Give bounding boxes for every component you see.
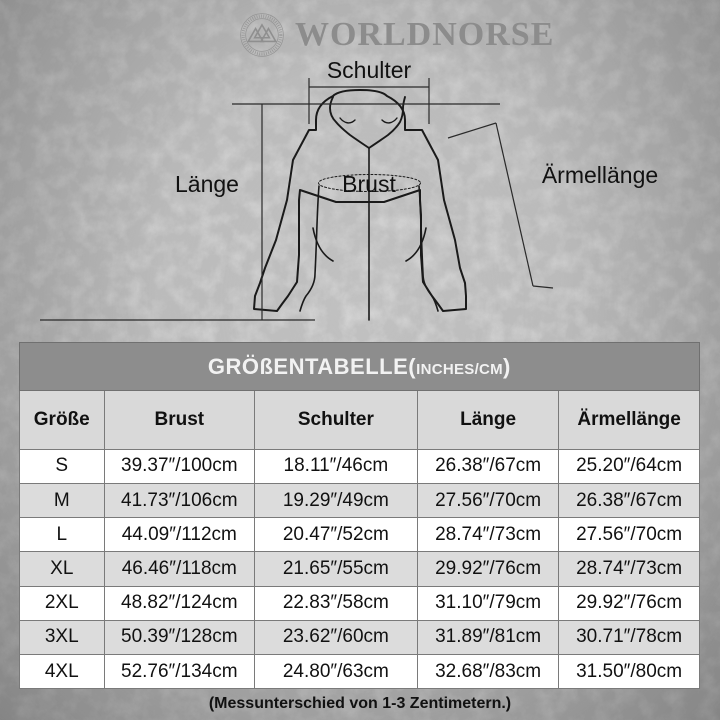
svg-text:Ärmellänge: Ärmellänge (542, 162, 658, 188)
svg-text:Schulter: Schulter (327, 57, 412, 83)
svg-text:Länge: Länge (175, 171, 239, 197)
svg-text:Brust: Brust (342, 171, 396, 197)
